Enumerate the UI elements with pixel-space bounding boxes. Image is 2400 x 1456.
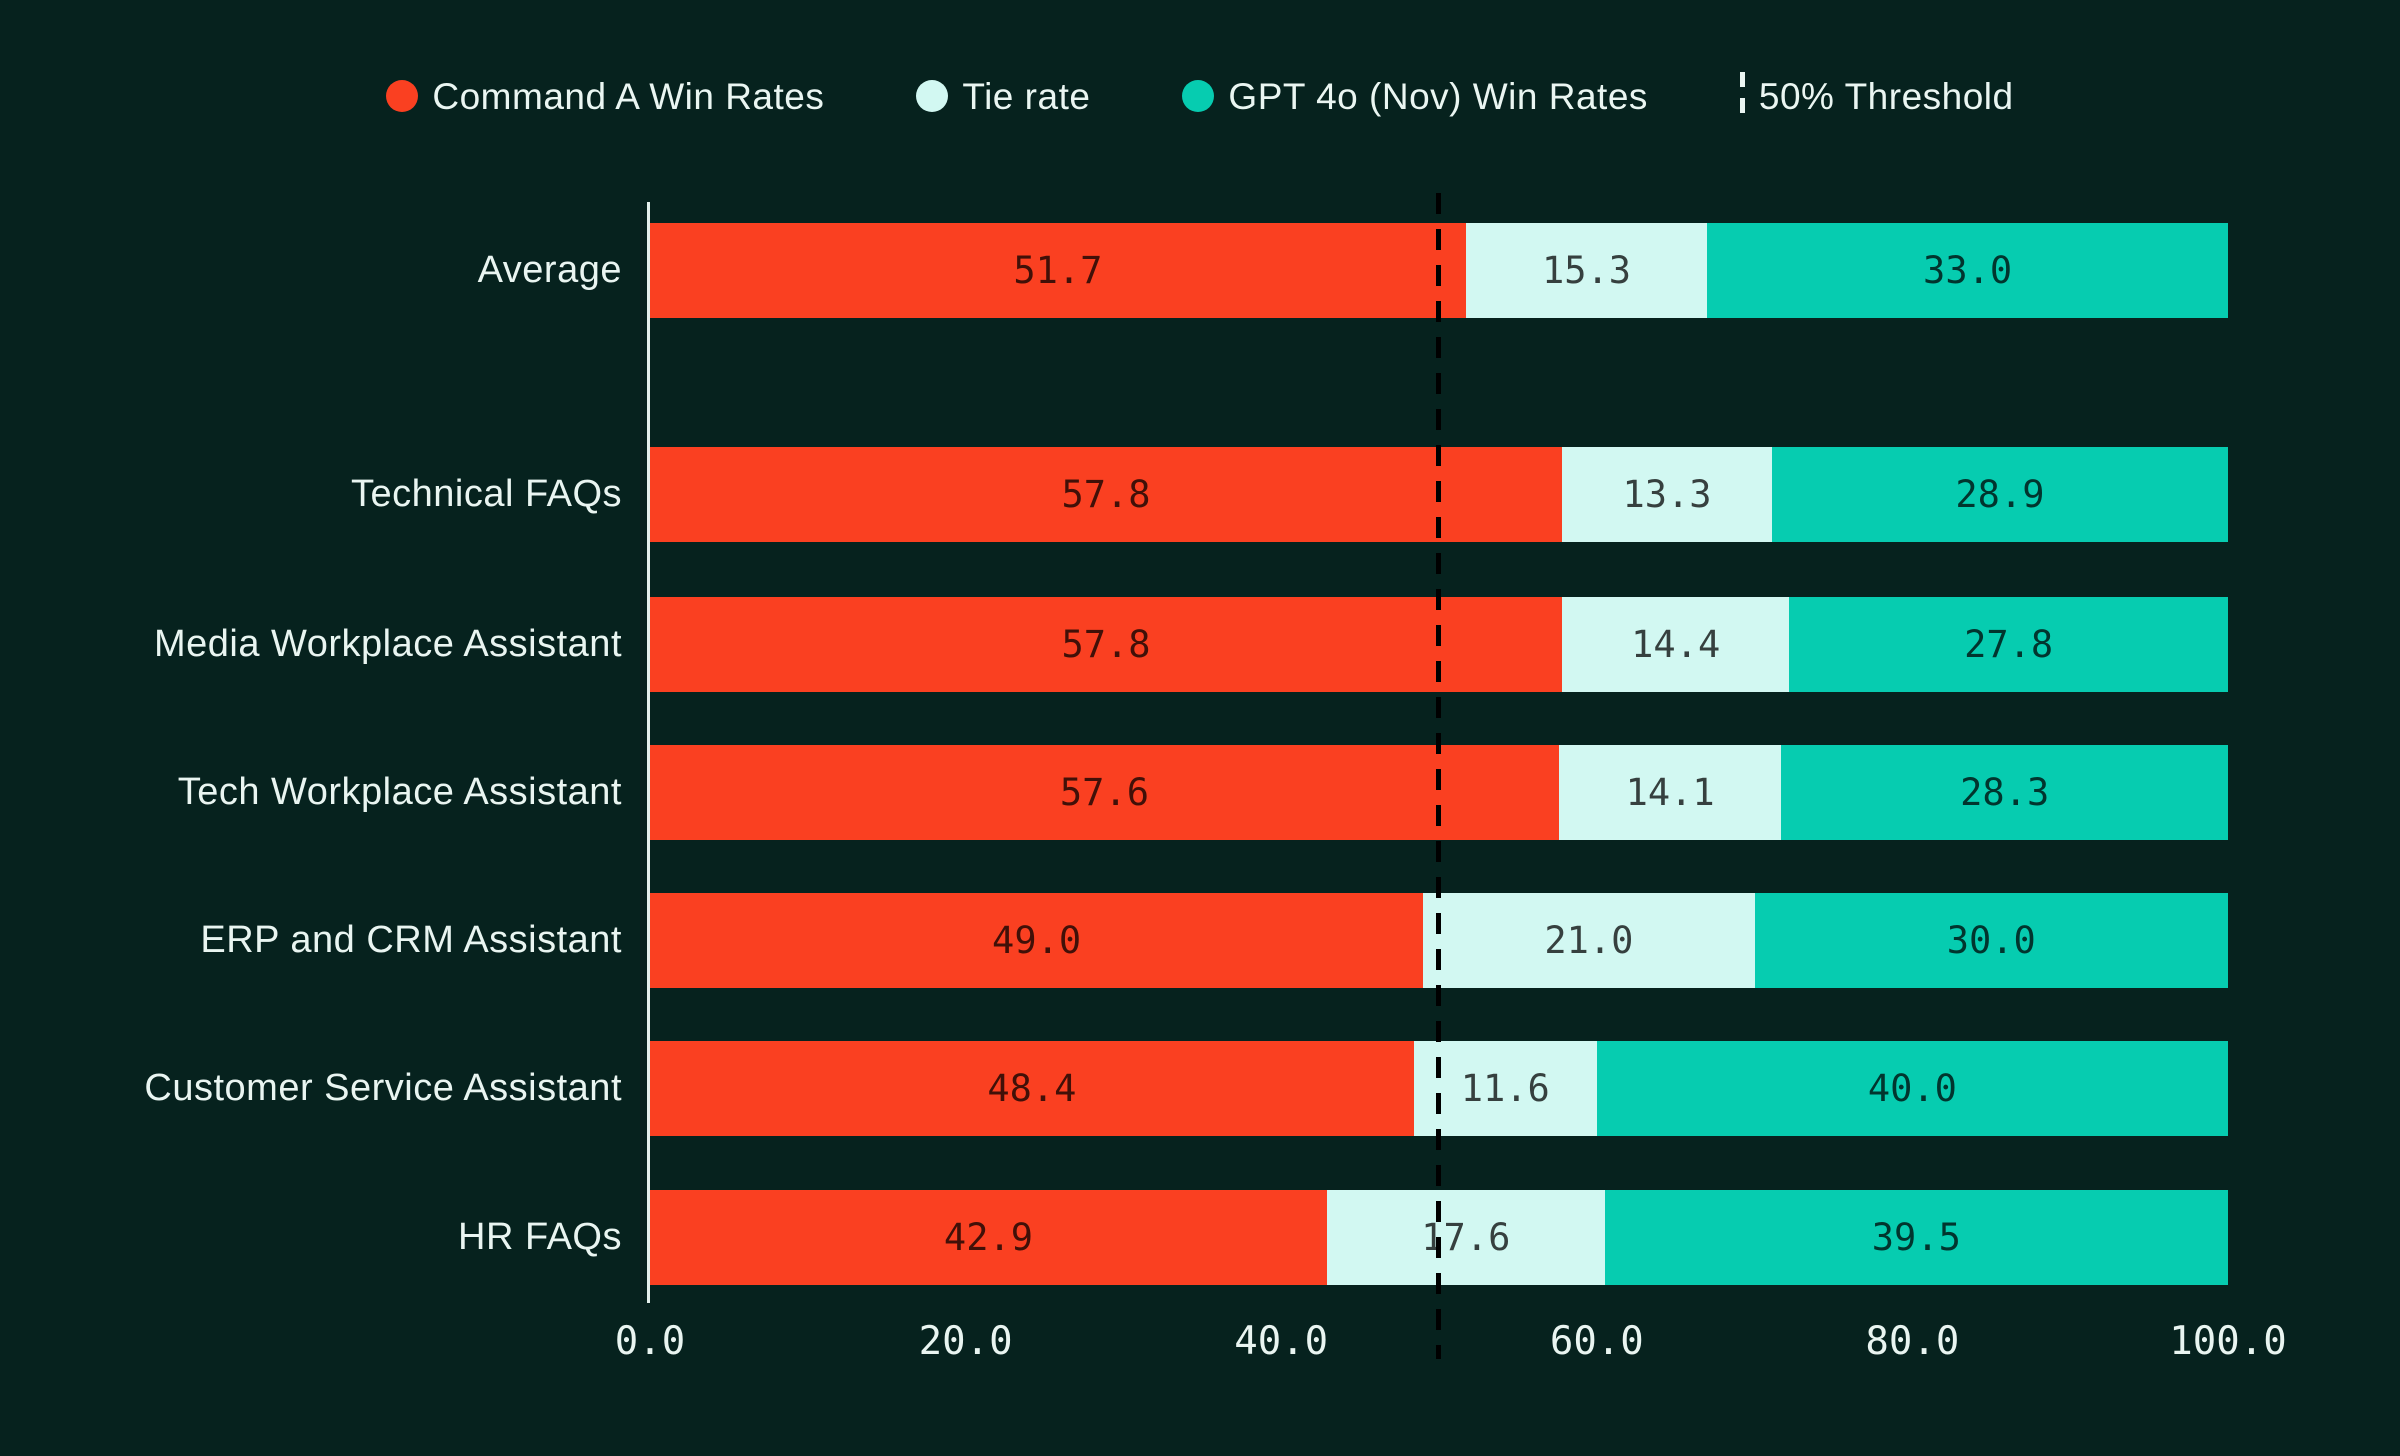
category-label: Tech Workplace Assistant (177, 770, 622, 813)
legend-dot-icon (916, 80, 949, 112)
bar-segment: 15.3 (1465, 223, 1708, 318)
category-label: Technical FAQs (351, 472, 622, 515)
bar-segment: 14.1 (1558, 745, 1782, 840)
stacked-bar-row: 51.7 15.3 33.0 (650, 223, 2228, 318)
bar-segment: 28.9 (1771, 447, 2228, 542)
bar-value-label: 11.6 (1460, 1067, 1550, 1110)
x-axis-tick-label: 60.0 (1549, 1319, 1644, 1364)
bar-segment: 33.0 (1707, 223, 2228, 318)
bar-value-label: 14.1 (1625, 771, 1715, 814)
y-axis-line (647, 202, 650, 1303)
category-label: HR FAQs (458, 1215, 622, 1258)
chart-legend: Command A Win Rates Tie rate GPT 4o (Nov) … (0, 72, 2400, 120)
bar-segment: 17.6 (1326, 1190, 1605, 1285)
bar-segment: 30.0 (1754, 893, 2228, 988)
x-axis-tick-label: 40.0 (1234, 1319, 1329, 1364)
stacked-bar-row: 57.8 13.3 28.9 (650, 447, 2228, 542)
bar-value-label: 13.3 (1622, 473, 1712, 516)
bar-value-label: 57.6 (1059, 771, 1150, 814)
bar-segment: 40.0 (1596, 1041, 2228, 1136)
bar-value-label: 51.7 (1013, 249, 1103, 292)
bar-segment: 57.6 (650, 745, 1559, 840)
category-label: Average (477, 248, 622, 291)
bar-value-label: 33.0 (1923, 249, 2013, 292)
bar-segment: 11.6 (1413, 1041, 1597, 1136)
threshold-50-line (1436, 193, 1441, 1359)
bar-value-label: 27.8 (1964, 623, 2054, 666)
bar-value-label: 28.9 (1955, 473, 2045, 516)
x-axis-tick-label: 0.0 (614, 1319, 686, 1364)
bar-segment: 21.0 (1423, 893, 1755, 988)
stacked-bar-row: 49.0 21.0 30.0 (650, 893, 2228, 988)
stacked-bar-row: 57.6 14.1 28.3 (650, 745, 2228, 840)
bar-value-label: 39.5 (1871, 1216, 1961, 1259)
legend-label: Command A Win Rates (432, 75, 825, 117)
bar-value-label: 42.9 (943, 1216, 1034, 1259)
bar-segment: 39.5 (1604, 1190, 2228, 1285)
bar-value-label: 14.4 (1631, 623, 1721, 666)
bar-value-label: 49.0 (992, 919, 1082, 962)
x-axis-tick-label: 20.0 (918, 1319, 1013, 1364)
stacked-bar-row: 57.8 14.4 27.8 (650, 597, 2228, 692)
bar-segment: 27.8 (1789, 597, 2228, 692)
bar-value-label: 30.0 (1946, 919, 2036, 962)
bar-value-label: 48.4 (987, 1067, 1077, 1110)
x-axis-tick-label: 100.0 (2169, 1319, 2287, 1364)
legend-item: GPT 4o (Nov) Win Rates (1182, 78, 1647, 115)
x-axis-tick-label: 80.0 (1865, 1319, 1960, 1364)
legend-item: Tie rate (916, 78, 1090, 115)
bar-segment: 51.7 (650, 223, 1466, 318)
bar-value-label: 57.8 (1061, 623, 1151, 666)
legend-item: 50% Threshold (1739, 72, 2014, 120)
category-label: Customer Service Assistant (144, 1066, 622, 1109)
bar-segment: 28.3 (1781, 745, 2228, 840)
legend-dot-icon (386, 80, 419, 112)
bar-value-label: 17.6 (1421, 1216, 1511, 1259)
stacked-bar-row: 42.9 17.6 39.5 (650, 1190, 2228, 1285)
legend-dashed-line-icon (1739, 72, 1745, 120)
bar-segment: 14.4 (1562, 597, 1790, 692)
legend-item: Command A Win Rates (386, 78, 824, 115)
bar-value-label: 21.0 (1544, 919, 1634, 962)
bar-segment: 49.0 (650, 893, 1424, 988)
legend-label: 50% Threshold (1758, 75, 2014, 117)
category-label: Media Workplace Assistant (154, 622, 622, 665)
stacked-bar-row: 48.4 11.6 40.0 (650, 1041, 2228, 1136)
bar-value-label: 15.3 (1541, 249, 1632, 292)
bar-segment: 48.4 (650, 1041, 1414, 1136)
legend-label: GPT 4o (Nov) Win Rates (1228, 75, 1648, 117)
legend-dot-icon (1182, 80, 1215, 112)
bar-value-label: 57.8 (1061, 473, 1151, 516)
legend-label: Tie rate (962, 75, 1091, 117)
bar-value-label: 40.0 (1867, 1067, 1957, 1110)
bar-segment: 42.9 (650, 1190, 1327, 1285)
bar-value-label: 28.3 (1960, 771, 2050, 814)
category-label: ERP and CRM Assistant (200, 918, 622, 961)
bar-segment: 57.8 (650, 597, 1563, 692)
bar-segment: 13.3 (1562, 447, 1772, 542)
bar-segment: 57.8 (650, 447, 1563, 542)
